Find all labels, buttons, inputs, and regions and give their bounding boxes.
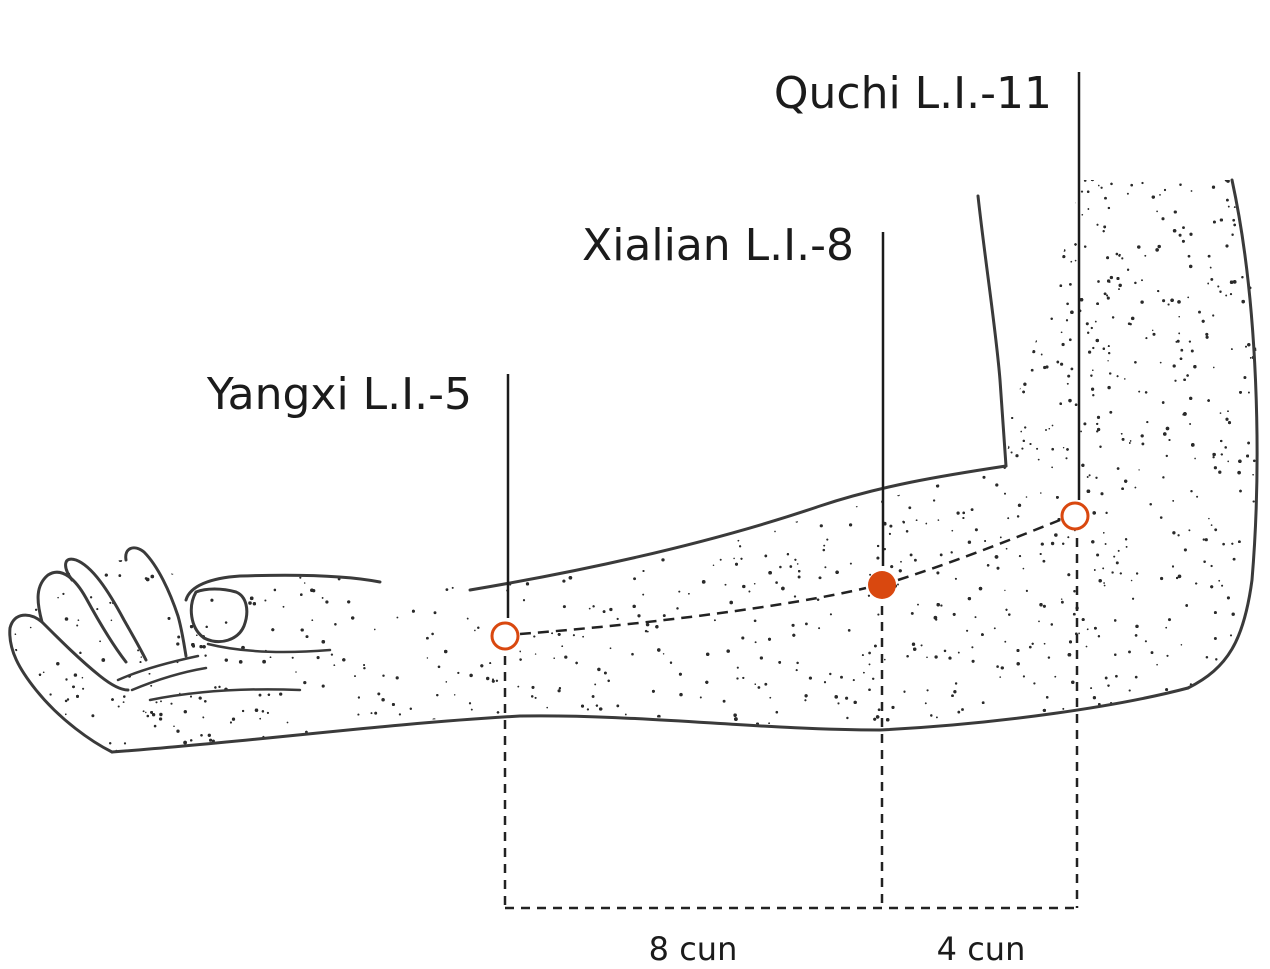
- dimension-guides: [503, 538, 1079, 910]
- xialian-label: Xialian L.I.-8: [582, 220, 854, 271]
- yangxi-point-marker[interactable]: [490, 621, 520, 651]
- hand-outline: [8, 546, 382, 754]
- measurement-4-cun: 4 cun: [937, 930, 1026, 968]
- xialian-point-marker[interactable]: [868, 571, 896, 599]
- leader-lines: [506, 72, 1081, 618]
- quchi-point-marker[interactable]: [1060, 501, 1090, 531]
- yangxi-label: Yangxi L.I.-5: [206, 369, 472, 420]
- arm-outline: [110, 178, 1259, 754]
- acupoint-markers: [490, 501, 1090, 651]
- large-intestine-meridian-line: [519, 518, 1061, 636]
- measurement-8-cun: 8 cun: [649, 930, 738, 968]
- quchi-label: Quchi L.I.-11: [774, 68, 1052, 119]
